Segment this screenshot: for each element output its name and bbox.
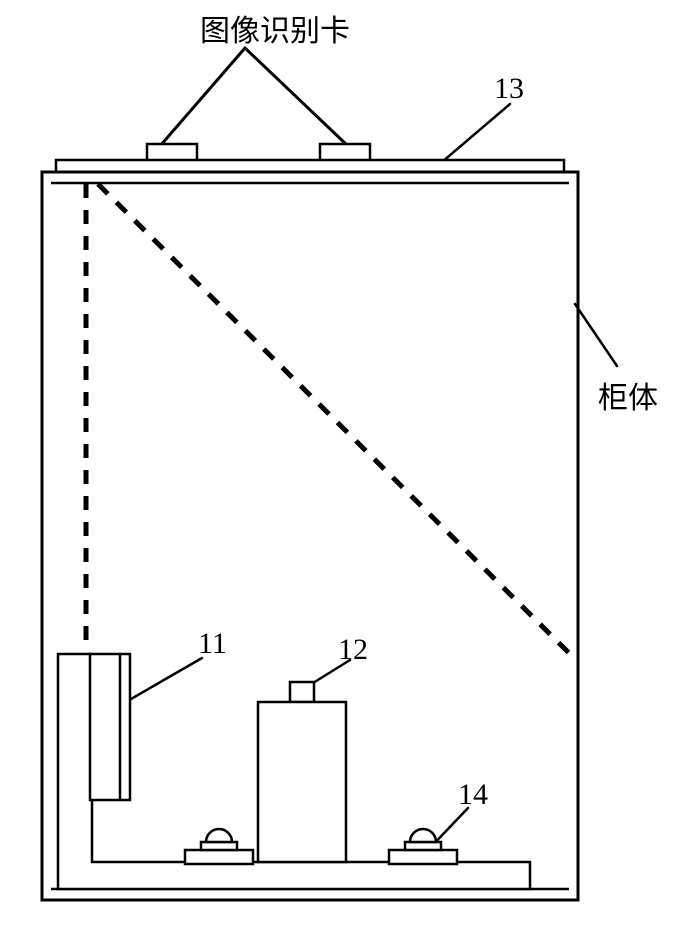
label-cabinet: 柜体: [598, 373, 658, 417]
ref-12: 12: [338, 633, 368, 667]
ref-14: 14: [458, 778, 488, 812]
label-image-card: 图像识别卡: [200, 6, 350, 50]
ref-11: 11: [198, 627, 227, 661]
diagram-stage: 图像识别卡 柜体 13 11 12 14: [0, 0, 675, 935]
ref-13: 13: [494, 72, 524, 106]
diagram-svg: [0, 0, 675, 935]
